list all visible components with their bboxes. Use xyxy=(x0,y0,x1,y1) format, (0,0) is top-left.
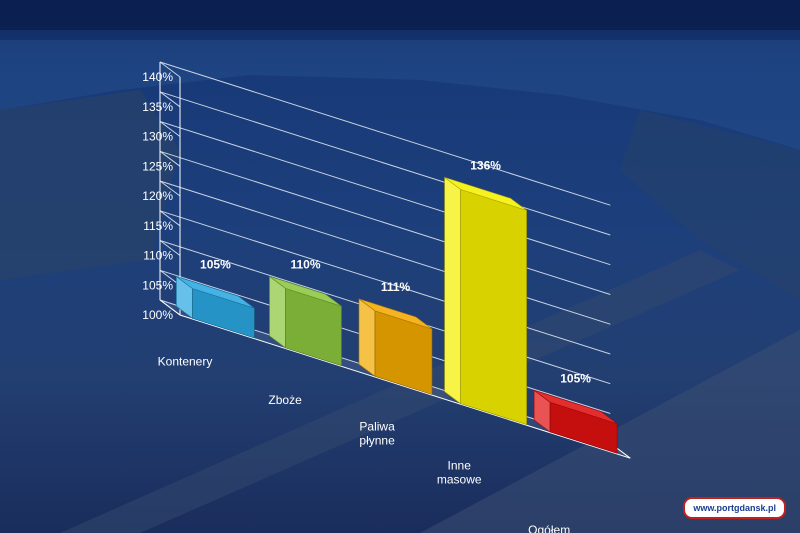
bar-top-face xyxy=(269,276,342,307)
bar-side-face xyxy=(358,298,376,377)
category-label: Zboże xyxy=(268,393,302,407)
bar-3 xyxy=(358,298,433,395)
portgdansk-watermark[interactable]: www.portgdansk.pl xyxy=(683,497,786,519)
y-tick-label: 140% xyxy=(142,70,173,84)
sea-area xyxy=(0,40,800,150)
pier xyxy=(60,250,740,533)
category-label: płynne xyxy=(359,434,395,448)
y-tick-label: 120% xyxy=(142,189,173,203)
data-label: 105% xyxy=(560,371,591,385)
gridline-130 xyxy=(159,121,611,266)
y-tick-label: 110% xyxy=(143,249,173,263)
data-label: 136% xyxy=(470,158,501,172)
y-tick-label: 100% xyxy=(142,308,173,322)
bar-top-face xyxy=(533,390,618,424)
y-tick-label: 130% xyxy=(142,130,173,144)
top-band xyxy=(0,0,800,30)
y-tick-label: 135% xyxy=(142,100,173,114)
y-tick-label: 125% xyxy=(142,159,173,173)
bar-1 xyxy=(176,275,255,339)
gridline-125 xyxy=(159,150,611,295)
data-label: 111% xyxy=(381,280,411,294)
category-label: Paliwa xyxy=(359,420,395,434)
category-label: Kontenery xyxy=(158,354,213,368)
bars xyxy=(176,176,618,454)
bar-front-face xyxy=(460,188,527,426)
category-label: Ogółem xyxy=(528,523,570,533)
y-tick-label: 105% xyxy=(142,278,173,292)
bar-top-face xyxy=(176,276,255,309)
land-right xyxy=(620,110,800,300)
bar-5 xyxy=(533,389,618,454)
bar-side-face xyxy=(269,275,286,349)
data-label: 105% xyxy=(200,258,231,272)
gridlines xyxy=(159,61,611,444)
data-label: 110% xyxy=(290,257,320,271)
bar-top-face xyxy=(444,177,527,211)
category-label: Inne xyxy=(448,458,472,472)
bar-top-face xyxy=(358,298,433,330)
bar-2 xyxy=(269,275,342,367)
land-left xyxy=(0,90,180,280)
y-tick-label: 115% xyxy=(143,219,173,233)
bar-side-face xyxy=(444,176,461,405)
floor-edge xyxy=(159,299,631,459)
bar-4 xyxy=(444,176,527,426)
category-label: masowe xyxy=(437,472,482,486)
gridline-135 xyxy=(159,91,611,236)
